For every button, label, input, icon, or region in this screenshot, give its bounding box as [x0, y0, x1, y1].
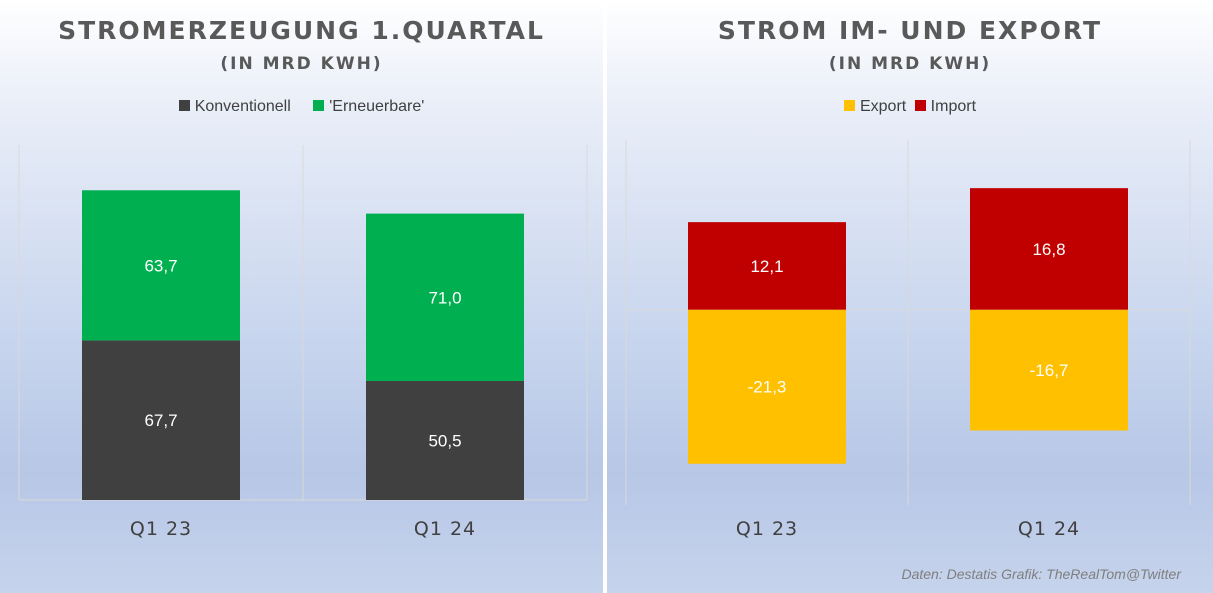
- legend-item: 'Erneuerbare': [313, 98, 424, 116]
- legend-item: Konventionell: [178, 98, 291, 116]
- legend-label: Konventionell: [194, 98, 291, 115]
- data-label: 63,7: [144, 256, 177, 275]
- chart-panel-trade: STROM IM- UND EXPORT (IN MRD KWH) Export…: [607, 0, 1213, 593]
- x-tick-label: Q1 23: [130, 518, 192, 540]
- legend-label: 'Erneuerbare': [329, 98, 425, 115]
- chart-plot-area: 67,7 63,7 Q1 23 50,5 71,0 Q1 24: [18, 145, 588, 540]
- legend: Konventionell 'Erneuerbare': [0, 98, 603, 116]
- bar-segment: [82, 340, 240, 500]
- bar-segment: [688, 222, 846, 310]
- bar-segment: [82, 190, 240, 341]
- x-tick-label: Q1 24: [1018, 518, 1080, 540]
- legend-label: Export: [859, 98, 907, 115]
- data-label: 16,8: [1032, 240, 1065, 259]
- x-tick-label: Q1 24: [414, 518, 476, 540]
- data-label: 67,7: [144, 411, 177, 430]
- legend-item: Export: [843, 98, 907, 116]
- data-label: 12,1: [750, 257, 783, 276]
- bar-segment: [688, 309, 846, 464]
- legend-swatch: [313, 100, 325, 111]
- source-credit: Daten: Destatis Grafik: TheRealTom@Twitt…: [901, 566, 1181, 582]
- bar-segment: [970, 309, 1128, 431]
- legend-swatch: [178, 100, 190, 111]
- legend-swatch: [843, 100, 855, 111]
- chart-title: STROM IM- UND EXPORT: [717, 16, 1103, 45]
- chart-subtitle: (IN MRD KWH): [220, 54, 383, 74]
- legend-swatch: [914, 100, 926, 111]
- legend-item: Import: [914, 98, 977, 116]
- data-label: -21,3: [748, 378, 787, 397]
- chart-subtitle: (IN MRD KWH): [828, 54, 992, 74]
- data-label: -16,7: [1030, 361, 1069, 380]
- chart-panel-generation: STROMERZEUGUNG 1.QUARTAL (IN MRD KWH) Ko…: [0, 0, 603, 593]
- bar-segment: [366, 213, 524, 381]
- data-label: 71,0: [428, 288, 461, 307]
- bar-segment: [366, 380, 524, 500]
- legend: Export Import: [607, 98, 1213, 116]
- chart-title: STROMERZEUGUNG 1.QUARTAL: [58, 16, 545, 45]
- bar-segment: [970, 188, 1128, 310]
- x-tick-label: Q1 23: [736, 518, 798, 540]
- legend-label: Import: [930, 98, 977, 115]
- chart-plot-area: -21,3 12,1 Q1 23 -16,7 16,8 Q1 24: [625, 140, 1191, 540]
- data-label: 50,5: [428, 431, 461, 450]
